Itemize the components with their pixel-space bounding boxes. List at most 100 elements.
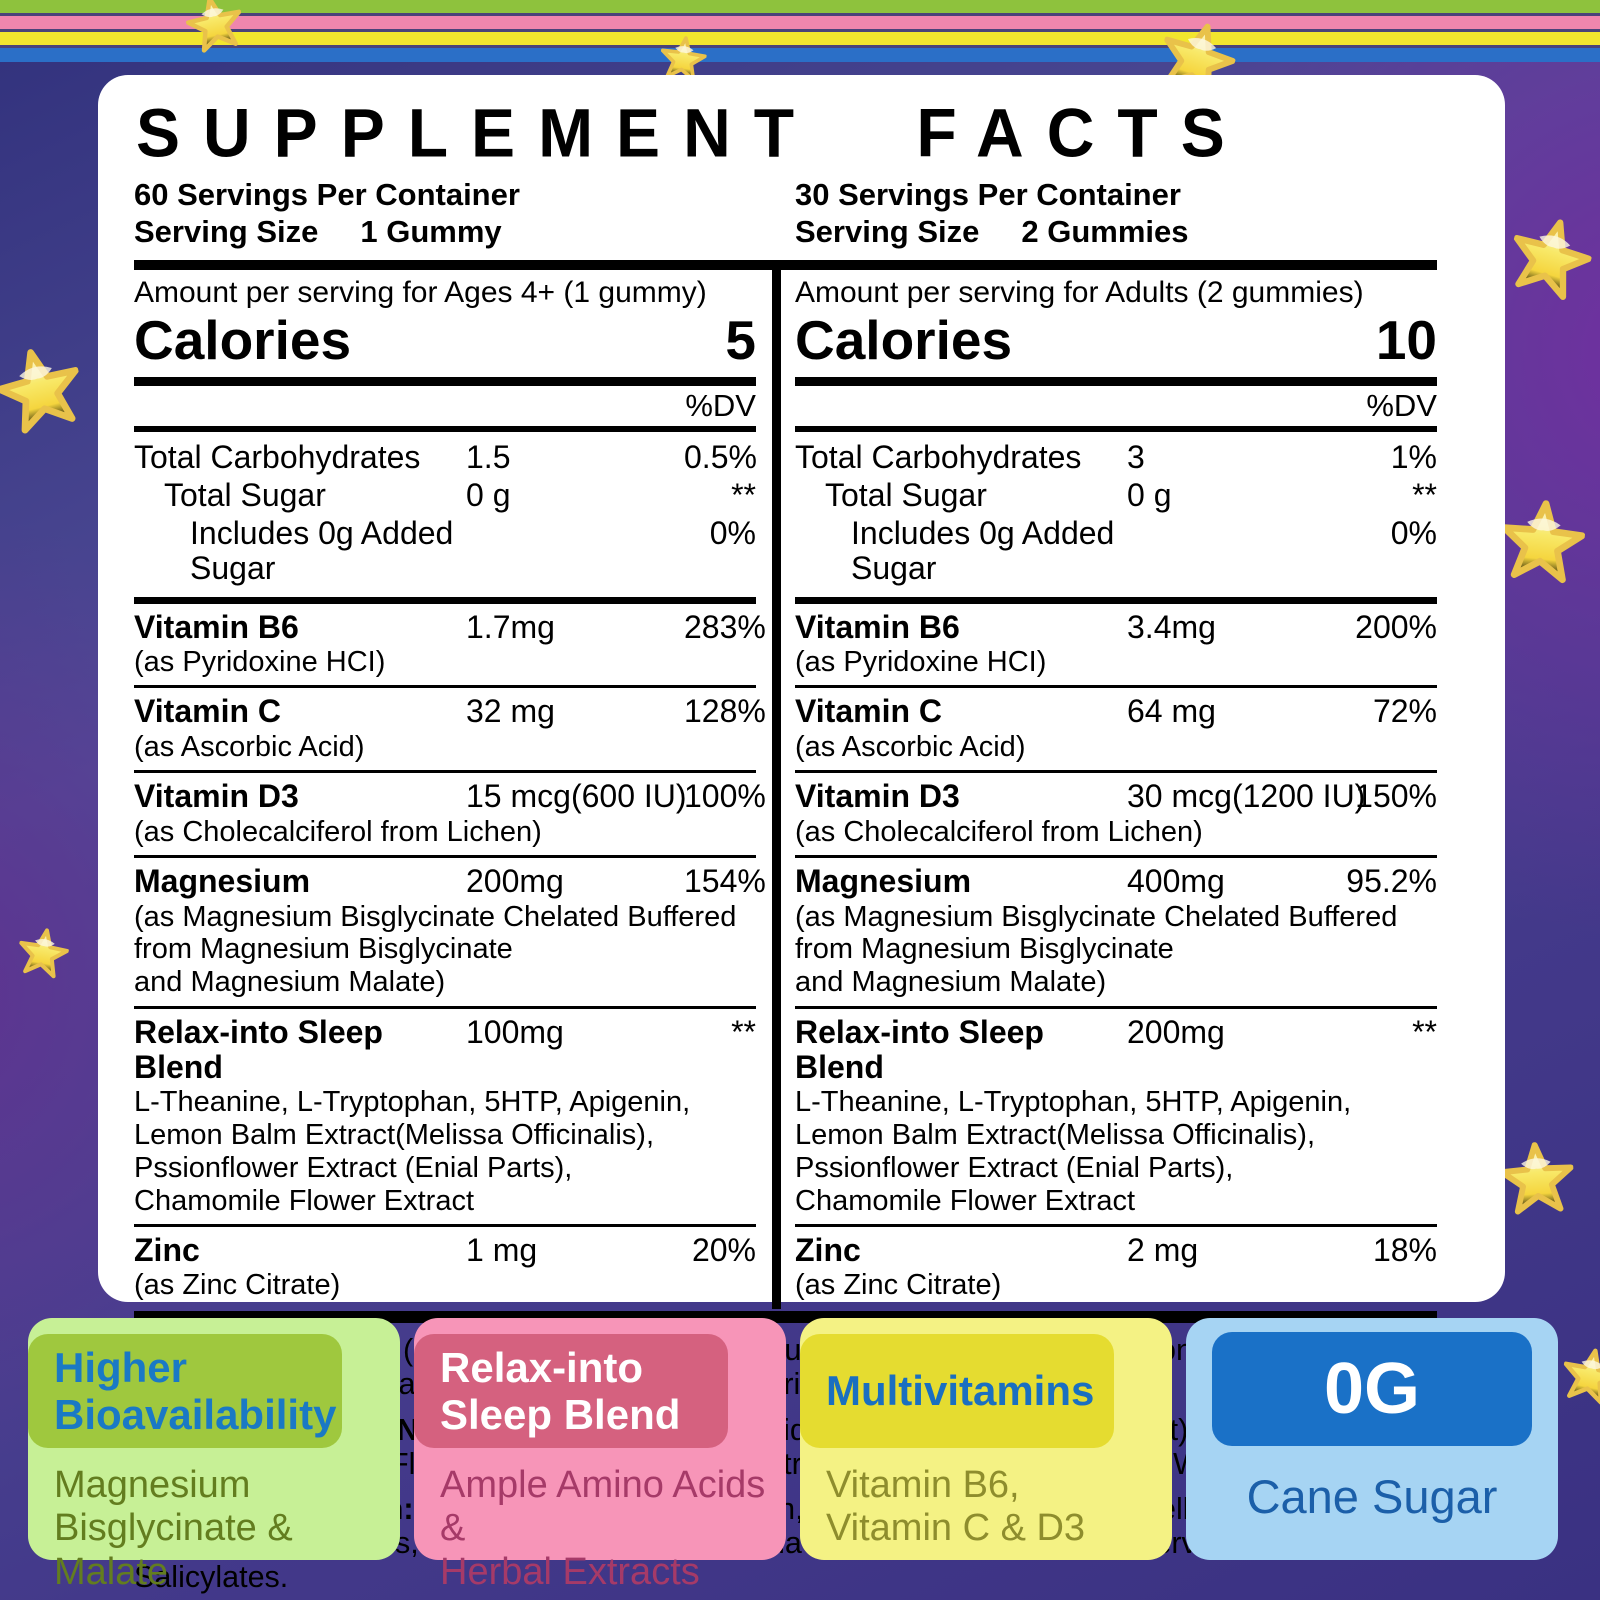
badge-title: 0G [1323,1348,1421,1429]
carb-amount: 1.5 [466,438,511,475]
carb-label: Total Carbohydrates [795,438,1082,475]
rule-medium [134,596,756,604]
calories-value: 5 [725,308,756,371]
facts-column-adult: Amount per serving for Adults (2 gummies… [772,270,1437,1310]
nutrient-name: Vitamin D3 [134,778,299,815]
badge-body-text: Magnesium Bisglycinate & Malate [54,1464,293,1593]
stripe-green [0,0,1600,13]
stripe-separator [0,45,1600,48]
table-row: Vitamin B6 1.7mg 283% (as Pyridoxine HCI… [134,604,766,686]
table-row: Vitamin B6 3.4mg 200% (as Pyridoxine HCI… [795,604,1437,686]
nutrient-dv: 283% [684,608,766,645]
calories-label: Calories [134,308,352,371]
stripe-pink [0,16,1600,29]
rule-thick [134,260,1437,271]
nutrient-amount: 1 mg [466,1232,538,1269]
carb-label: Total Sugar [164,476,326,513]
nutrient-amount: 100mg [466,1013,564,1050]
rule-thin [795,1224,1437,1228]
star-icon [0,339,91,441]
serving-size-label: Serving Size [134,213,319,249]
nutrient-dv: 200% [1355,608,1437,645]
carb-dv: ** [1412,476,1437,513]
serving-size-label: Serving Size [795,213,980,249]
nutrient-amount: 400mg [1127,863,1225,900]
table-row: Includes 0g Added Sugar 0% [134,515,756,588]
nutrient-amount: 64 mg [1127,693,1216,730]
badge-body-text: Ample Amino Acids & Herbal Extracts [440,1464,766,1593]
badge-title: Higher Bioavailability [54,1343,337,1438]
nutrient-amount: 200mg [1127,1013,1225,1050]
carb-dv: 1% [1390,438,1437,475]
feature-badges: Higher Bioavailability Magnesium Bisglyc… [28,1318,1558,1593]
badge-body-text: Cane Sugar [1246,1470,1498,1523]
nutrient-dv: ** [1412,1013,1437,1050]
nutrient-dv: 72% [1372,693,1437,730]
rule-thin [134,770,756,774]
badge-title: Multivitamins [826,1367,1095,1415]
nutrient-name: Vitamin C [134,693,281,730]
nutrient-dv: 154% [684,863,766,900]
carb-dv: 0.5% [684,438,757,475]
nutrient-source: (as Cholecalciferol from Lichen) [134,815,542,848]
nutrient-amount: 2 mg [1127,1232,1199,1269]
carb-amount: 0 g [1127,476,1172,513]
calories-row: Calories 5 [134,312,756,368]
nutrient-name: Magnesium [795,863,972,900]
carbohydrate-group: Total Carbohydrates 3 1% Total Sugar 0 g… [795,432,1437,597]
rule-medium [795,425,1437,432]
servings-header-right: 30 Servings Per Container Serving Size 2… [781,177,1188,250]
table-row: Vitamin D3 15 mcg(600 IU) 100% (as Chole… [134,773,766,855]
badge-multivitamins: Multivitamins Vitamin B6, Vitamin C & D3 [800,1318,1172,1560]
supplement-facts-panel: SUPPLEMENT FACTS 60 Servings Per Contain… [98,75,1505,1594]
table-row: Vitamin D3 30 mcg(1200 IU) 150% (as Chol… [795,773,1437,855]
carb-dv: ** [731,476,756,513]
nutrient-name: Vitamin D3 [795,778,960,815]
table-row: Zinc 2 mg 18% (as Zinc Citrate) [795,1227,1437,1309]
rule-medium [795,596,1437,604]
amount-per-serving-line: Amount per serving for Ages 4+ (1 gummy) [134,276,707,310]
carb-label: Includes 0g Added Sugar [851,515,1115,587]
carb-label: Includes 0g Added Sugar [190,515,454,587]
carb-label: Total Carbohydrates [134,438,421,475]
rule-thin [795,685,1437,689]
badge-title-card: Higher Bioavailability [28,1334,342,1448]
nutrient-name: Relax-into Sleep Blend [134,1013,383,1086]
blend-ingredients: L-Theanine, L-Tryptophan, 5HTP, Apigenin… [795,1086,1352,1217]
carb-amount [1127,516,1345,586]
table-row: Vitamin C 32 mg 128% (as Ascorbic Acid) [134,688,766,770]
rule-thick [795,376,1437,386]
star-icon [14,924,72,980]
serving-size-value: 1 Gummy [360,213,502,249]
star-icon [1498,1140,1577,1219]
badge-title-card: Multivitamins [800,1334,1114,1448]
servings-header-left: 60 Servings Per Container Serving Size 1… [134,177,781,250]
nutrient-name: Relax-into Sleep Blend [795,1013,1044,1086]
nutrient-dv: 150% [1355,778,1437,815]
nutrient-source: (as Zinc Citrate) [795,1269,1002,1302]
carb-dv: 0% [709,515,756,552]
nutrient-source: (as Cholecalciferol from Lichen) [795,815,1203,848]
rule-thin [134,685,756,689]
nutrient-dv: 18% [1372,1232,1437,1269]
nutrient-name: Magnesium [134,863,311,900]
servings-header: 60 Servings Per Container Serving Size 1… [134,177,1437,250]
table-row: Zinc 1 mg 20% (as Zinc Citrate) [134,1227,756,1309]
badge-sleep-blend: Relax-into Sleep Blend Ample Amino Acids… [414,1318,786,1593]
nutrient-source: (as Ascorbic Acid) [134,730,365,763]
nutrient-name: Vitamin B6 [134,608,299,645]
nutrient-dv: 128% [684,693,766,730]
dv-header: %DV [1366,387,1437,423]
rule-thin [134,855,756,859]
table-row: Includes 0g Added Sugar 0% [795,515,1437,588]
nutrient-amount: 1.7mg [466,608,555,645]
stripe-blue [0,48,1600,62]
nutrient-dv: 95.2% [1346,863,1437,900]
table-row: Total Sugar 0 g ** [134,477,756,515]
nutrient-source: (as Zinc Citrate) [134,1269,341,1302]
calories-row: Calories 10 [795,312,1437,368]
badge-higher-bioavailability: Higher Bioavailability Magnesium Bisglyc… [28,1318,400,1593]
carb-dv: 0% [1390,515,1437,552]
stripe-separator [0,13,1600,16]
